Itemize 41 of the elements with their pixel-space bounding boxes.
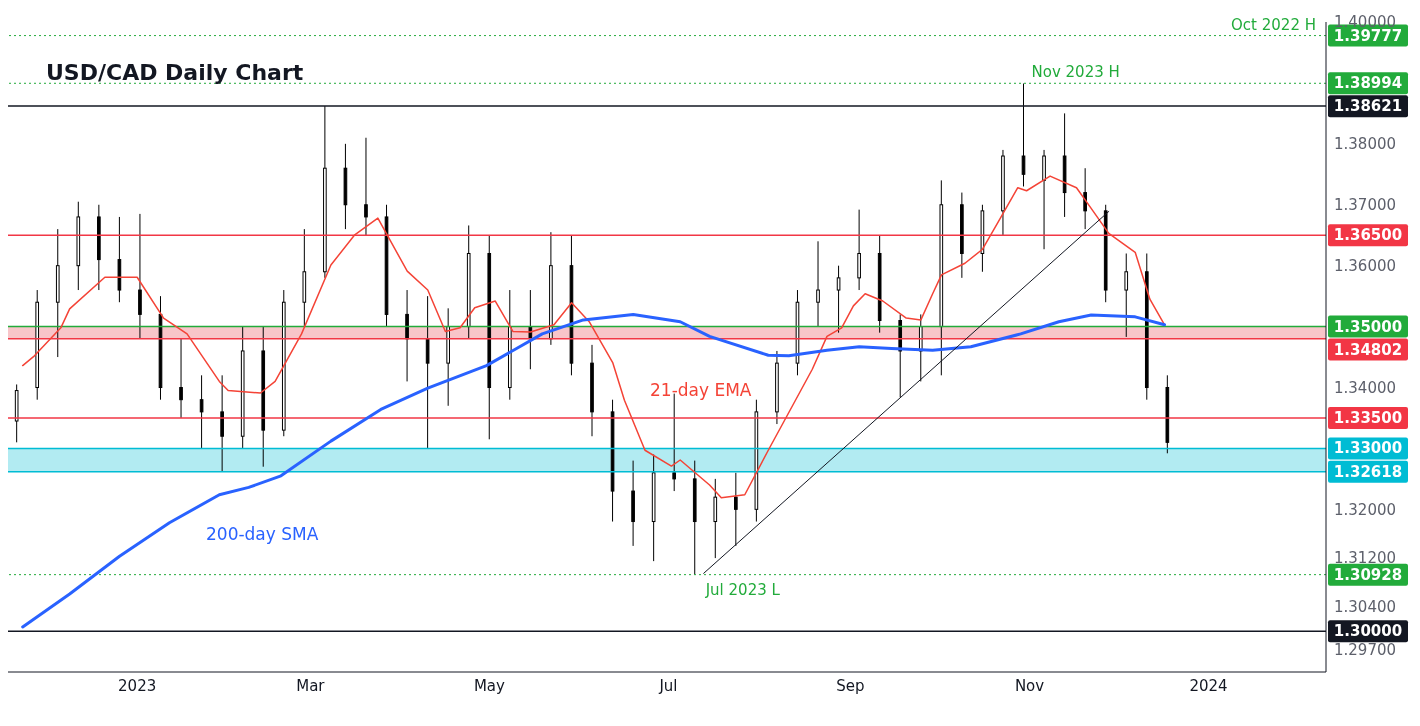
ref-line-label: 1.30000 <box>1333 622 1403 641</box>
x-tick-label: Jul <box>658 676 678 695</box>
ref-line-label: 1.33500 <box>1333 408 1403 427</box>
ref-line-label: 1.32618 <box>1333 462 1403 481</box>
text: USD/CAD Daily Chart <box>46 60 304 85</box>
candlestick <box>816 240 820 328</box>
ref-line-label: 1.34802 <box>1333 340 1403 359</box>
y-tick-label: 1.34000 <box>1334 378 1397 397</box>
line-series <box>21 312 1167 629</box>
x-tick-label: Nov <box>1014 676 1045 695</box>
annotation: Nov 2023 H <box>1031 63 1120 82</box>
y-tick-label: 1.31200 <box>1334 549 1397 568</box>
ref-line-label: 1.33000 <box>1333 439 1403 458</box>
candlestick <box>179 338 183 419</box>
annotation: Jul 2023 L <box>704 580 781 599</box>
x-tick-label: 2023 <box>118 676 157 695</box>
candlestick <box>836 265 841 334</box>
x-tick-label: Sep <box>836 676 865 695</box>
x-tick-label: Mar <box>296 676 326 695</box>
series-label: 21-day EMA <box>650 380 752 400</box>
line-series <box>21 175 1166 499</box>
x-tick-label: 2024 <box>1189 676 1228 695</box>
y-tick-label: 1.29700 <box>1334 640 1397 659</box>
candlestick <box>734 472 738 547</box>
candlestick <box>1124 252 1129 338</box>
candlestick <box>364 137 368 236</box>
y-tick-label: 1.30400 <box>1334 598 1397 617</box>
y-tick-label: 1.36000 <box>1334 257 1397 275</box>
candlestick <box>199 374 204 449</box>
ref-line-label: 1.38621 <box>1333 97 1403 116</box>
y-tick-label: 1.37000 <box>1334 196 1397 215</box>
y-tick-label: 1.32000 <box>1334 500 1397 519</box>
series-label: 200-day SMA <box>206 524 319 544</box>
ref-line-label: 1.36500 <box>1333 226 1403 245</box>
annotation: Oct 2022 H <box>1231 15 1316 34</box>
y-tick-label: 1.38000 <box>1334 135 1397 154</box>
ref-line-label: 1.38994 <box>1333 74 1403 93</box>
ref-line-label: 1.35000 <box>1333 317 1403 336</box>
ref-line-label: 1.30928 <box>1333 565 1403 584</box>
candlestick <box>1083 167 1087 230</box>
x-tick-label: May <box>473 676 506 695</box>
